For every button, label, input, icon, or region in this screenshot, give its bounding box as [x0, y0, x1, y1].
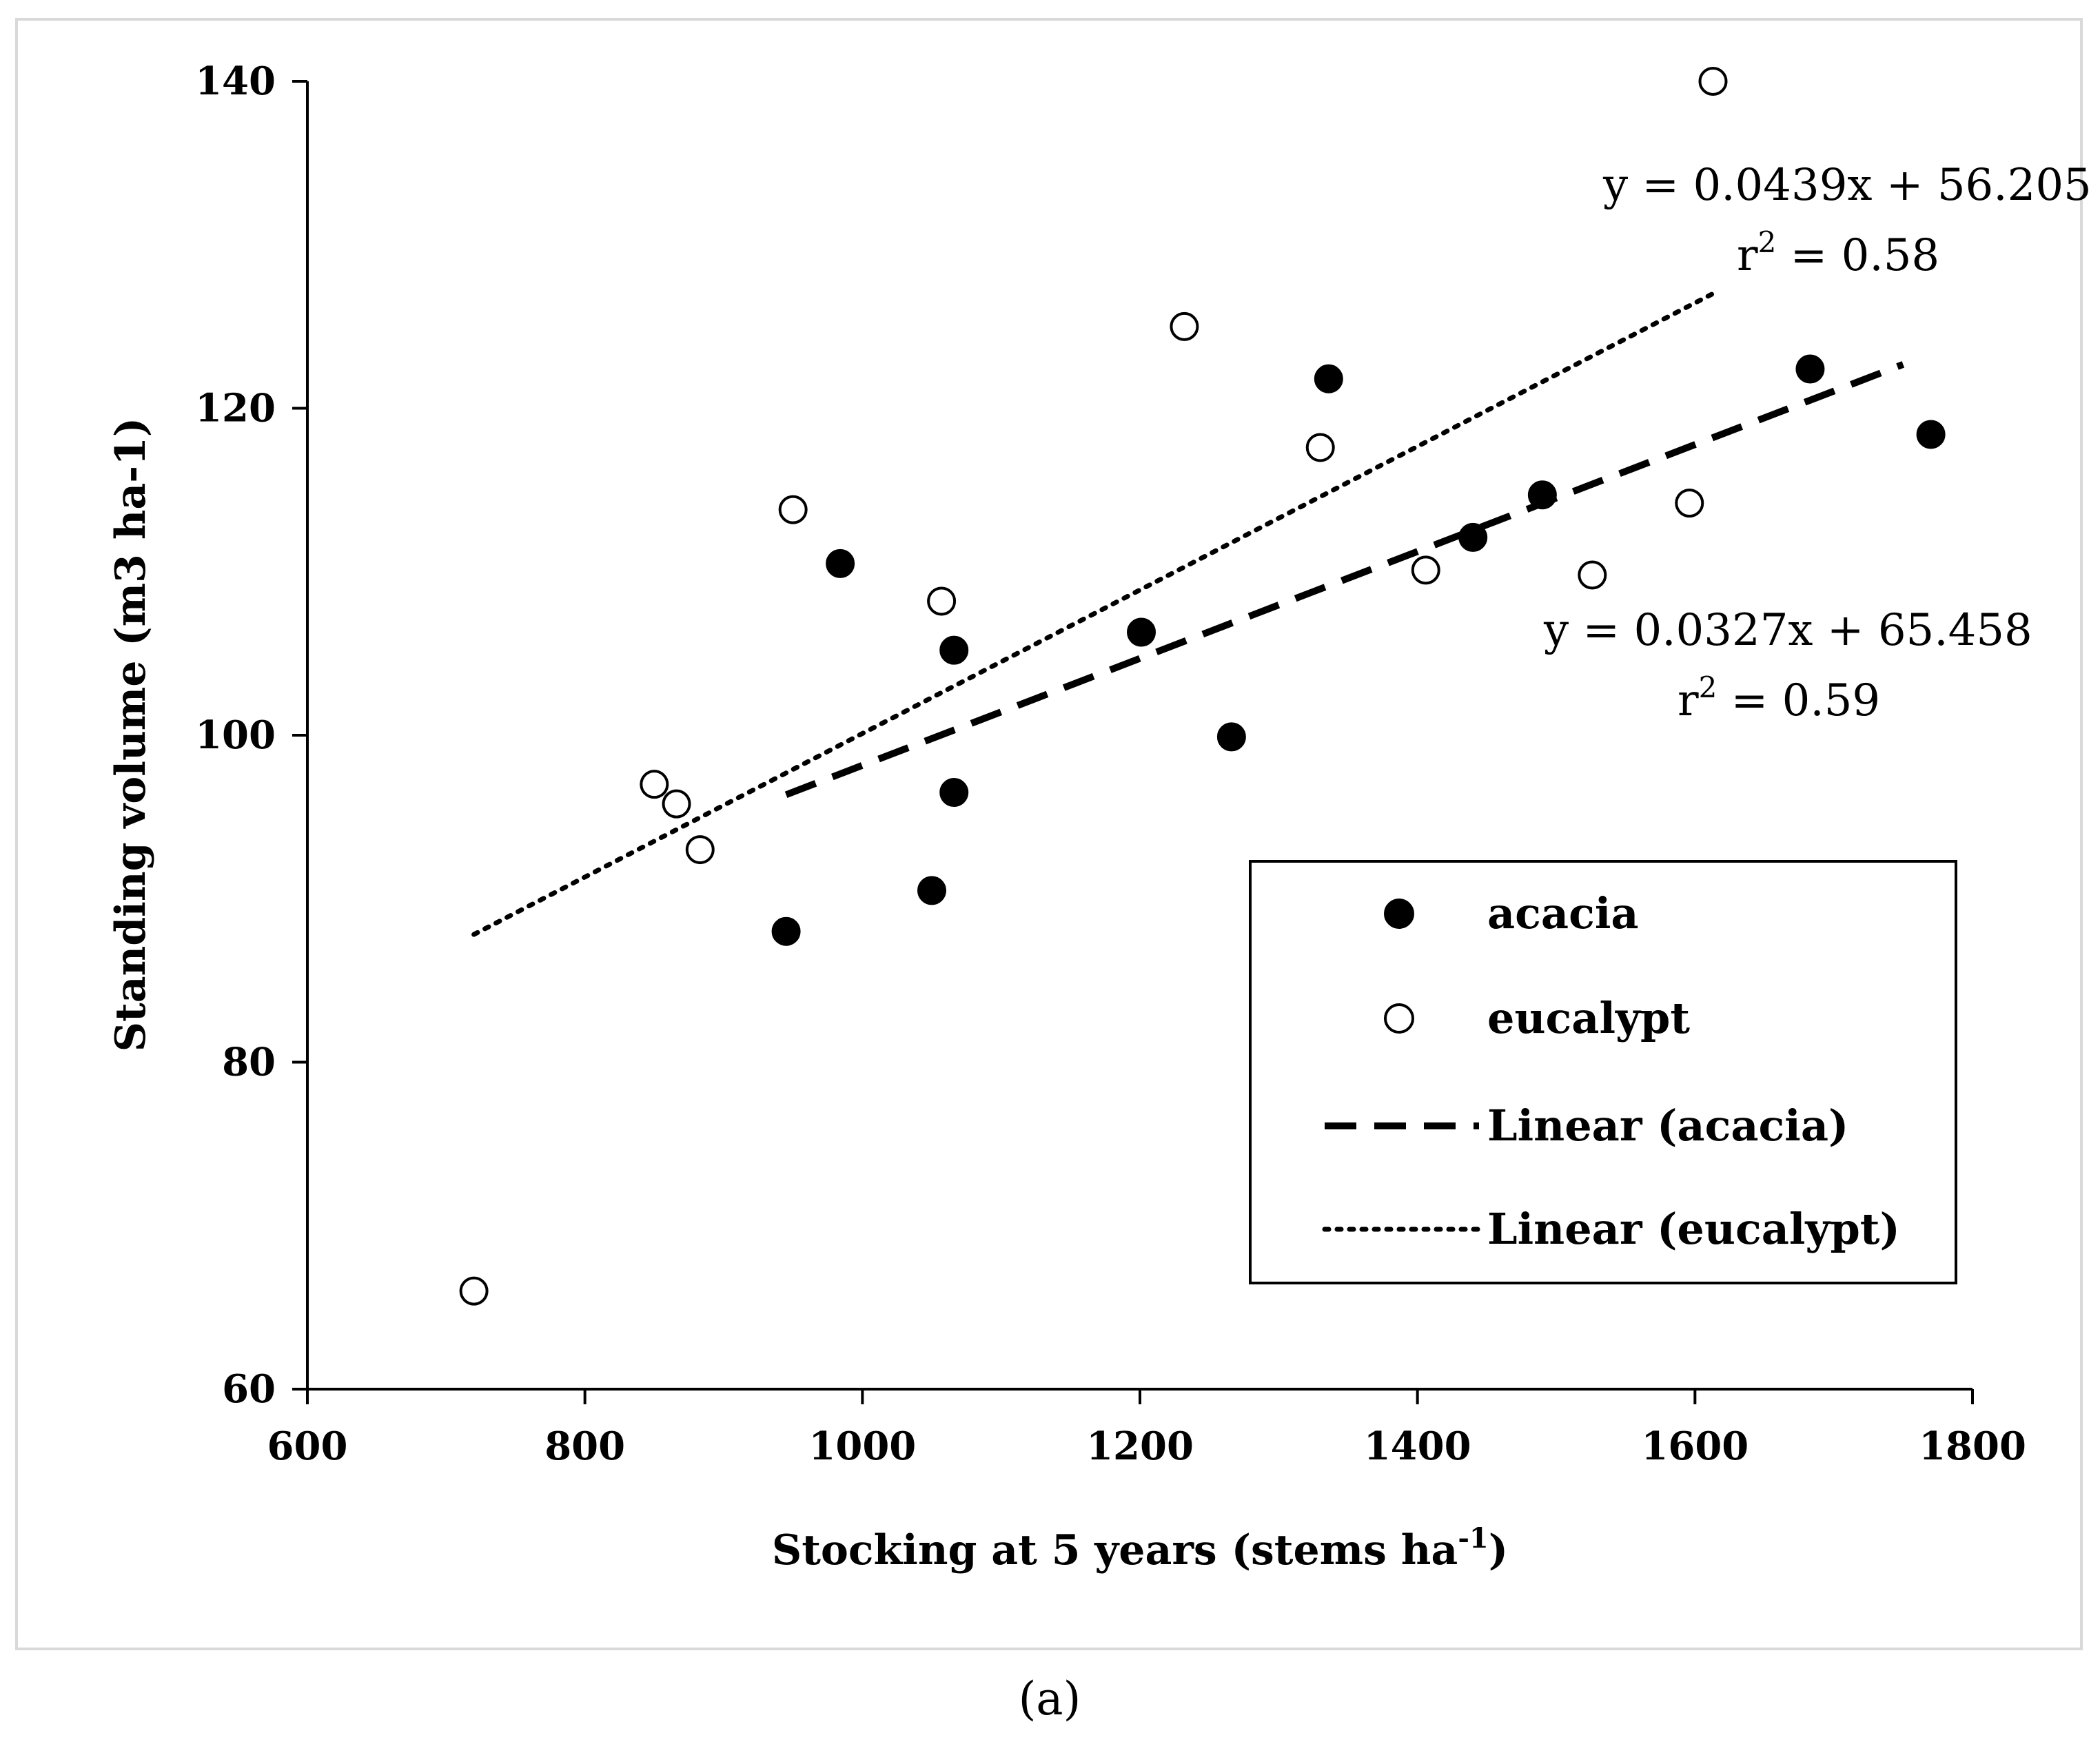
y-axis-title: Standing volume (m3 ha-1) — [107, 418, 155, 1052]
x-axis-title-superscript: -1 — [1458, 1522, 1488, 1555]
point-acacia — [826, 548, 855, 578]
y-axis-ticks: 60 80 100 120 140 — [195, 59, 307, 1412]
point-acacia — [917, 876, 946, 905]
acacia-r2-value: = 0.59 — [1717, 675, 1880, 726]
y-tick-label: 120 — [195, 386, 276, 431]
x-tick-label: 800 — [544, 1424, 625, 1469]
legend-linear-eucalypt-label: Linear (eucalypt) — [1487, 1204, 1900, 1254]
point-eucalypt — [1675, 489, 1704, 518]
point-acacia — [1916, 420, 1946, 449]
point-acacia — [939, 635, 969, 665]
x-tick-label: 1600 — [1641, 1424, 1749, 1469]
acacia-equation: y = 0.0327x + 65.458 — [1543, 605, 2032, 656]
x-tick-label: 1000 — [808, 1424, 916, 1469]
x-axis-title: Stocking at 5 years (stems ha-1) — [772, 1522, 1508, 1574]
point-eucalypt — [1411, 555, 1440, 585]
x-tick-label: 1800 — [1919, 1424, 2026, 1469]
x-tick-label: 600 — [267, 1424, 348, 1469]
y-tick-label: 100 — [195, 712, 276, 758]
point-eucalypt — [640, 770, 669, 799]
point-eucalypt — [685, 835, 715, 865]
x-axis-title-end: ) — [1489, 1526, 1508, 1574]
eucalypt-r2: r2 = 0.58 — [1737, 225, 1939, 281]
acacia-r2-superscript: 2 — [1699, 670, 1717, 704]
x-tick-label: 1200 — [1086, 1424, 1194, 1469]
point-eucalypt — [662, 789, 691, 819]
x-axis-ticks: 600 800 1000 1200 1400 1600 1800 — [267, 1389, 2026, 1469]
eucalypt-r2-superscript: 2 — [1758, 225, 1777, 259]
x-tick-label: 1400 — [1364, 1424, 1471, 1469]
eucalypt-equation: y = 0.0439x + 56.205 — [1602, 160, 2092, 211]
y-tick-label: 140 — [195, 59, 276, 104]
x-axis-title-main: Stocking at 5 years (stems ha — [772, 1526, 1458, 1574]
trendline-eucalypt — [471, 291, 1716, 937]
eucalypt-r2-prefix: r — [1737, 230, 1758, 281]
figure-caption: (a) — [1019, 1672, 1081, 1725]
legend-box — [1249, 860, 1957, 1284]
point-eucalypt — [1698, 67, 1728, 96]
point-acacia — [1127, 617, 1156, 647]
point-eucalypt — [927, 586, 957, 616]
legend-eucalypt-marker — [1384, 1003, 1414, 1034]
legend-eucalypt-label: eucalypt — [1487, 993, 1690, 1043]
legend-acacia-label: acacia — [1487, 888, 1639, 938]
point-acacia — [1458, 522, 1488, 552]
point-acacia — [771, 916, 801, 946]
trendline-acacia — [784, 361, 1905, 799]
point-eucalypt — [778, 495, 808, 524]
point-acacia — [939, 778, 969, 808]
legend: acacia eucalypt Linear (acacia) Linear (… — [1249, 860, 1957, 1284]
point-acacia — [1795, 354, 1825, 384]
acacia-r2: r2 = 0.59 — [1678, 670, 1880, 726]
point-eucalypt — [1578, 560, 1607, 590]
acacia-r2-prefix: r — [1678, 675, 1699, 726]
legend-linear-acacia-label: Linear (acacia) — [1487, 1100, 1848, 1151]
y-tick-label: 80 — [222, 1040, 276, 1085]
y-tick-label: 60 — [222, 1366, 276, 1412]
point-acacia — [1527, 480, 1557, 510]
data-points — [459, 67, 1946, 1306]
point-acacia — [1314, 364, 1343, 393]
eucalypt-r2-value: = 0.58 — [1776, 230, 1939, 281]
point-eucalypt — [1305, 433, 1335, 462]
point-acacia — [1216, 722, 1246, 752]
point-eucalypt — [1170, 311, 1199, 341]
figure-frame — [15, 18, 2083, 1650]
legend-acacia-marker — [1384, 899, 1414, 929]
point-eucalypt — [459, 1276, 489, 1306]
